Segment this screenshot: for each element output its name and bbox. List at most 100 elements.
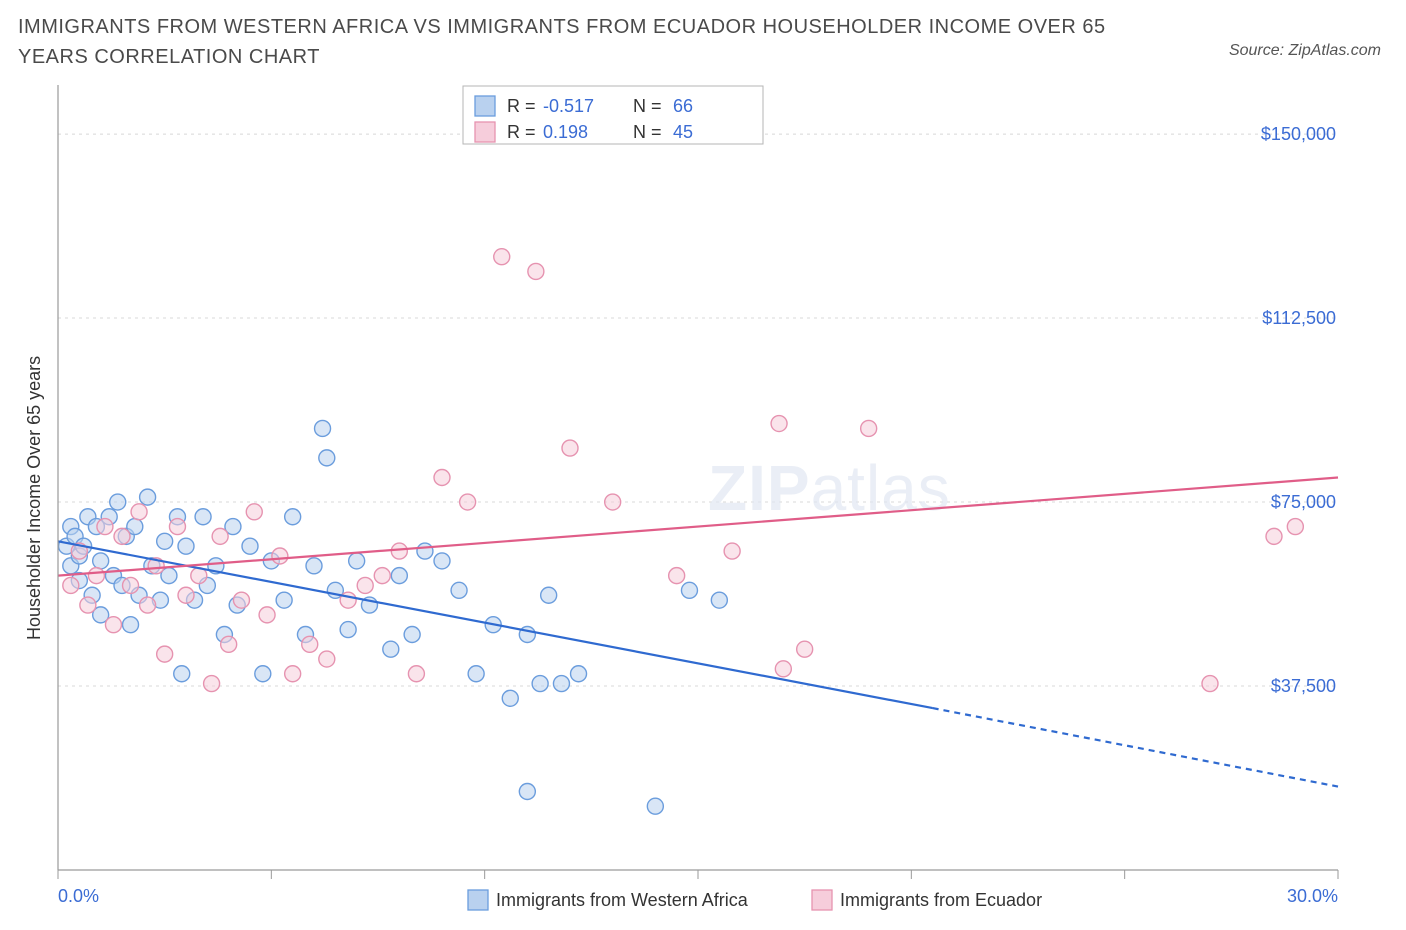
data-point xyxy=(1266,528,1282,544)
chart-title: IMMIGRANTS FROM WESTERN AFRICA VS IMMIGR… xyxy=(18,12,1168,72)
data-point xyxy=(408,666,424,682)
data-point xyxy=(242,538,258,554)
data-point xyxy=(571,666,587,682)
data-point xyxy=(88,568,104,584)
legend-label: Immigrants from Ecuador xyxy=(840,890,1042,910)
y-tick-label: $75,000 xyxy=(1271,492,1336,512)
data-point xyxy=(212,528,228,544)
data-point xyxy=(97,519,113,535)
data-point xyxy=(123,577,139,593)
data-point xyxy=(63,577,79,593)
scatter-chart: ZIPatlas 0.0% 30.0% $37,500 $75,000 $112,500 $… xyxy=(18,80,1388,930)
stats-r-value: 0.198 xyxy=(543,122,588,142)
stats-n-value: 66 xyxy=(673,96,693,116)
data-point xyxy=(221,636,237,652)
data-point xyxy=(460,494,476,510)
x-tick-label: 30.0% xyxy=(1287,886,1338,906)
stats-r-label: R = xyxy=(507,96,536,116)
legend-swatch xyxy=(468,890,488,910)
data-point xyxy=(319,651,335,667)
data-point xyxy=(174,666,190,682)
data-point xyxy=(391,543,407,559)
legend-swatch xyxy=(812,890,832,910)
stats-n-label: N = xyxy=(633,122,662,142)
stats-r-label: R = xyxy=(507,122,536,142)
data-point xyxy=(105,617,121,633)
data-point xyxy=(1202,676,1218,692)
data-point xyxy=(1287,519,1303,535)
data-point xyxy=(340,622,356,638)
data-point xyxy=(451,582,467,598)
data-point xyxy=(255,666,271,682)
trend-line xyxy=(58,478,1338,576)
data-point xyxy=(285,509,301,525)
data-point xyxy=(178,538,194,554)
x-tick-label: 0.0% xyxy=(58,886,99,906)
data-point xyxy=(349,553,365,569)
watermark: ZIPatlas xyxy=(708,452,951,524)
data-point xyxy=(724,543,740,559)
data-point xyxy=(532,676,548,692)
data-point xyxy=(276,592,292,608)
data-point xyxy=(383,641,399,657)
data-point xyxy=(434,470,450,486)
data-point xyxy=(157,646,173,662)
chart-container: ZIPatlas 0.0% 30.0% $37,500 $75,000 $112,500 $… xyxy=(18,80,1388,930)
data-point xyxy=(541,587,557,603)
data-point xyxy=(519,784,535,800)
data-point xyxy=(528,263,544,279)
data-point xyxy=(131,504,147,520)
data-point xyxy=(647,798,663,814)
stats-n-value: 45 xyxy=(673,122,693,142)
data-point xyxy=(169,519,185,535)
data-point xyxy=(797,641,813,657)
data-point xyxy=(110,494,126,510)
data-point xyxy=(494,249,510,265)
data-point xyxy=(246,504,262,520)
data-point xyxy=(468,666,484,682)
data-point xyxy=(502,690,518,706)
chart-header: IMMIGRANTS FROM WESTERN AFRICA VS IMMIGR… xyxy=(0,0,1406,76)
data-point xyxy=(681,582,697,598)
data-point xyxy=(259,607,275,623)
data-point xyxy=(404,627,420,643)
chart-source: Source: ZipAtlas.com xyxy=(1229,42,1381,60)
data-point xyxy=(374,568,390,584)
y-axis-label: Householder Income Over 65 years xyxy=(24,356,44,640)
data-point xyxy=(315,420,331,436)
data-point xyxy=(157,533,173,549)
data-point xyxy=(319,450,335,466)
data-point xyxy=(80,597,96,613)
data-point xyxy=(114,528,130,544)
y-tick-label: $112,500 xyxy=(1262,308,1336,328)
data-point xyxy=(233,592,249,608)
data-point xyxy=(93,553,109,569)
data-point xyxy=(306,558,322,574)
legend-label: Immigrants from Western Africa xyxy=(496,890,749,910)
legend-swatch xyxy=(475,96,495,116)
legend-swatch xyxy=(475,122,495,142)
data-point xyxy=(302,636,318,652)
y-tick-label: $37,500 xyxy=(1271,676,1336,696)
data-point xyxy=(434,553,450,569)
trend-line-extrapolated xyxy=(933,708,1338,787)
data-point xyxy=(605,494,621,510)
stats-r-value: -0.517 xyxy=(543,96,594,116)
data-point xyxy=(140,489,156,505)
data-point xyxy=(562,440,578,456)
data-point xyxy=(123,617,139,633)
data-point xyxy=(553,676,569,692)
data-point xyxy=(669,568,685,584)
data-point xyxy=(391,568,407,584)
data-point xyxy=(272,548,288,564)
data-point xyxy=(195,509,211,525)
data-point xyxy=(711,592,727,608)
data-point xyxy=(140,597,156,613)
data-point xyxy=(285,666,301,682)
data-point xyxy=(417,543,433,559)
data-point xyxy=(357,577,373,593)
data-point xyxy=(861,420,877,436)
data-point xyxy=(771,416,787,432)
stats-n-label: N = xyxy=(633,96,662,116)
y-tick-label: $150,000 xyxy=(1261,124,1336,144)
